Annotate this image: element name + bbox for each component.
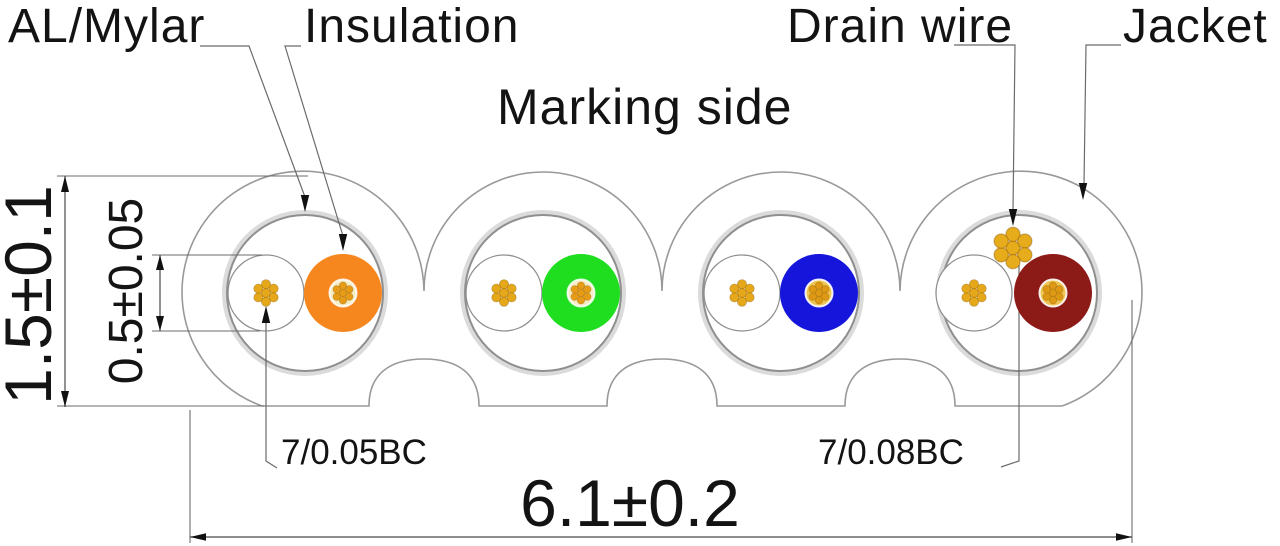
dim-overall-thickness: 1.5±0.1	[0, 185, 65, 405]
leader-drain-strands	[1000, 252, 1020, 468]
core-strand-cluster-2	[566, 278, 596, 308]
arrowhead-width-right	[1116, 533, 1132, 541]
shield-circle-1	[226, 214, 384, 372]
arrowhead-insulation	[338, 234, 348, 251]
arrowhead-thickness-top	[61, 176, 69, 192]
leader-core-strands	[265, 321, 278, 469]
dim-drain-strands: 7/0.08BC	[818, 433, 964, 472]
core-strand-cluster-4	[1038, 278, 1068, 308]
arrowhead-width-left	[190, 533, 206, 541]
leader-drain-wire	[954, 44, 1016, 212]
arrowhead-drain-top	[156, 255, 164, 270]
label-marking-side: Marking side	[497, 79, 793, 135]
core-strand-cluster-1	[328, 278, 358, 308]
conductor-strand-cores	[328, 278, 1068, 308]
extension-lines	[57, 175, 1133, 543]
arrowhead-drain-wire	[1008, 209, 1018, 226]
label-insulation: Insulation	[304, 0, 520, 53]
label-jacket: Jacket	[1123, 0, 1268, 53]
dim-signal-strands: 7/0.05BC	[281, 433, 427, 472]
dim-drain-diameter: 0.5±0.05	[100, 197, 153, 385]
shield-halo-2	[460, 210, 626, 376]
label-drain-wire: Drain wire	[787, 0, 1014, 53]
label-al-mylar: AL/Mylar	[8, 0, 206, 53]
arrowhead-thickness-bottom	[61, 391, 69, 407]
leader-al-mylar	[200, 45, 306, 198]
leader-jacket	[1083, 44, 1121, 186]
shield-halo-3	[698, 210, 864, 376]
leader-insulation	[284, 45, 344, 237]
arrowhead-al-mylar	[300, 195, 310, 212]
arrowhead-core-strands	[261, 306, 271, 323]
arrowheads	[61, 176, 1132, 541]
leader-lines	[200, 44, 1121, 469]
shield-halo-1	[222, 210, 388, 376]
shield-circle-2	[464, 214, 622, 372]
core-strand-cluster-3	[804, 278, 834, 308]
arrowhead-drain-bottom	[156, 316, 164, 331]
jacket-outline	[181, 170, 1143, 407]
arrowhead-jacket	[1078, 183, 1088, 200]
dim-overall-width: 6.1±0.2	[520, 466, 740, 540]
shield-circle-3	[702, 214, 860, 372]
